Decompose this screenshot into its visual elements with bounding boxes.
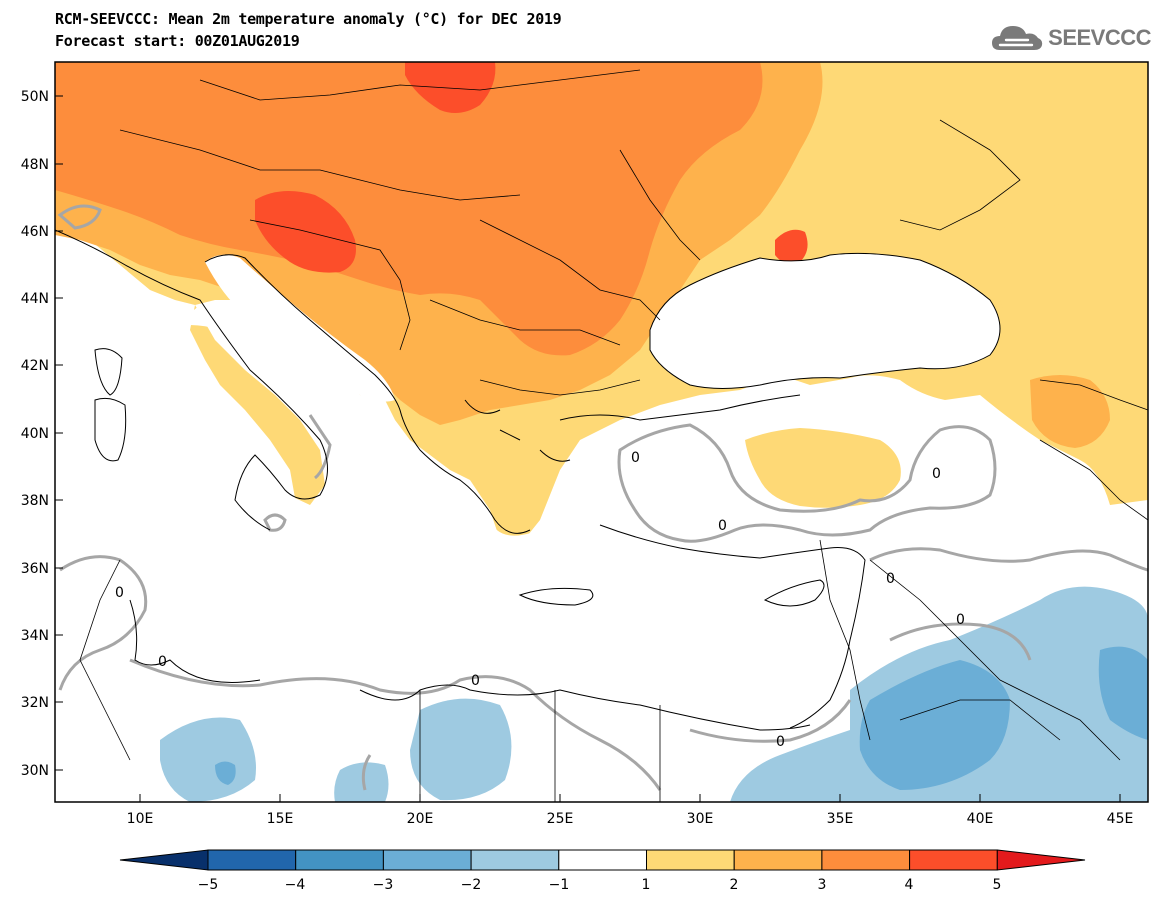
- lat-label-34n: 34N: [21, 628, 49, 644]
- contour-label: 0: [471, 673, 480, 689]
- contour-label: 0: [776, 734, 785, 750]
- anomaly-band-1-2-turkey: [745, 428, 901, 508]
- colorbar-segment: [207, 849, 297, 871]
- mediterranean-sea: [116, 305, 865, 730]
- anomaly-band-1-2-caucasus: [1000, 198, 1148, 420]
- colorbar-label: 1: [642, 877, 651, 893]
- anomaly-field: 0 0 0 0 0 0 0 0 0: [55, 62, 1148, 802]
- seevccc-logo: SEEVCCC: [990, 20, 1151, 56]
- colorbar-segment: [996, 849, 1086, 871]
- lon-label-40e: 40E: [967, 811, 994, 827]
- lat-label-40n: 40N: [21, 426, 49, 442]
- colorbar-segment: [295, 849, 384, 871]
- colorbar-label: 2: [730, 877, 739, 893]
- colorbar-segment: [558, 849, 647, 871]
- anomaly-band-neg1-neg2-west-egypt: [334, 762, 389, 802]
- lat-label-50n: 50N: [21, 89, 49, 105]
- lat-label-42n: 42N: [21, 358, 49, 374]
- country-borders: [79, 69, 1148, 802]
- lat-label-30n: 30N: [21, 763, 49, 779]
- lat-label-44n: 44N: [21, 291, 49, 307]
- lon-label-10e: 10E: [127, 811, 154, 827]
- lat-label-38n: 38N: [21, 493, 49, 509]
- lon-label-30e: 30E: [687, 811, 714, 827]
- zero-contours: [57, 204, 1148, 791]
- colorbar-label: 5: [993, 877, 1002, 893]
- anomaly-band-3-4: [55, 62, 763, 356]
- lon-label-25e: 25E: [547, 811, 574, 827]
- latitude-axis: 50N 48N 46N 44N 42N 40N 38N 36N 34N 32N …: [21, 89, 63, 779]
- colorbar-segment: [470, 849, 560, 871]
- colorbar-label: 4: [905, 877, 914, 893]
- colorbar-segment: [119, 849, 209, 871]
- anomaly-band-neg1-neg2-egypt: [410, 698, 512, 801]
- colorbar-segment: [821, 849, 911, 871]
- cloud-icon: [992, 26, 1043, 50]
- contour-label: 0: [115, 585, 124, 601]
- colorbar-label: −3: [373, 877, 394, 893]
- anomaly-band-neg2-neg3-east: [1098, 646, 1148, 740]
- lon-label-20e: 20E: [407, 811, 434, 827]
- anomaly-band-2-3-georgia: [1030, 375, 1110, 448]
- lon-label-15e: 15E: [267, 811, 294, 827]
- map-title: RCM-SEEVCCC: Mean 2m temperature anomaly…: [55, 10, 562, 28]
- lon-label-45e: 45E: [1107, 811, 1134, 827]
- longitude-axis: 10E 15E 20E 25E 30E 35E 40E 45E: [127, 794, 1134, 827]
- colorbar-label: −4: [285, 877, 306, 893]
- adriatic-sea: [205, 254, 395, 402]
- lat-label-48n: 48N: [21, 157, 49, 173]
- black-sea: [650, 253, 1000, 389]
- contour-label: 0: [158, 654, 167, 670]
- colorbar-segment: [382, 849, 472, 871]
- colorbar-labels: −5 −4 −3 −2 −1 1 2 3 4 5: [198, 877, 1002, 893]
- colorbar: [119, 849, 1086, 871]
- contour-label: 0: [956, 612, 965, 628]
- coastlines: [55, 229, 1001, 731]
- zero-contour-labels: 0 0 0 0 0 0 0 0 0: [115, 450, 965, 750]
- logo-text: SEEVCCC: [1048, 25, 1151, 50]
- anomaly-band-1-2-italy: [190, 305, 325, 505]
- lon-label-35e: 35E: [827, 811, 854, 827]
- colorbar-label: 3: [818, 877, 827, 893]
- colorbar-label: −5: [198, 877, 219, 893]
- anomaly-band-4-5-crimea: [775, 229, 808, 264]
- lat-label-32n: 32N: [21, 695, 49, 711]
- anomaly-band-neg2-neg3: [859, 660, 1010, 790]
- contour-label: 0: [886, 571, 895, 587]
- colorbar-segment: [909, 849, 998, 871]
- colorbar-segment: [646, 849, 735, 871]
- lat-label-36n: 36N: [21, 561, 49, 577]
- colorbar-label: −2: [461, 877, 482, 893]
- anomaly-band-4-5-poland: [405, 62, 496, 114]
- contour-label: 0: [932, 466, 941, 482]
- anomaly-band-neg2-neg3-small: [215, 761, 236, 785]
- lat-label-46n: 46N: [21, 224, 49, 240]
- contour-label: 0: [631, 450, 640, 466]
- colorbar-segment: [733, 849, 823, 871]
- map-frame: [54, 61, 1149, 803]
- contour-label: 0: [718, 518, 727, 534]
- colorbar-label: −1: [549, 877, 570, 893]
- forecast-start-label: Forecast start: 00Z01AUG2019: [55, 32, 300, 50]
